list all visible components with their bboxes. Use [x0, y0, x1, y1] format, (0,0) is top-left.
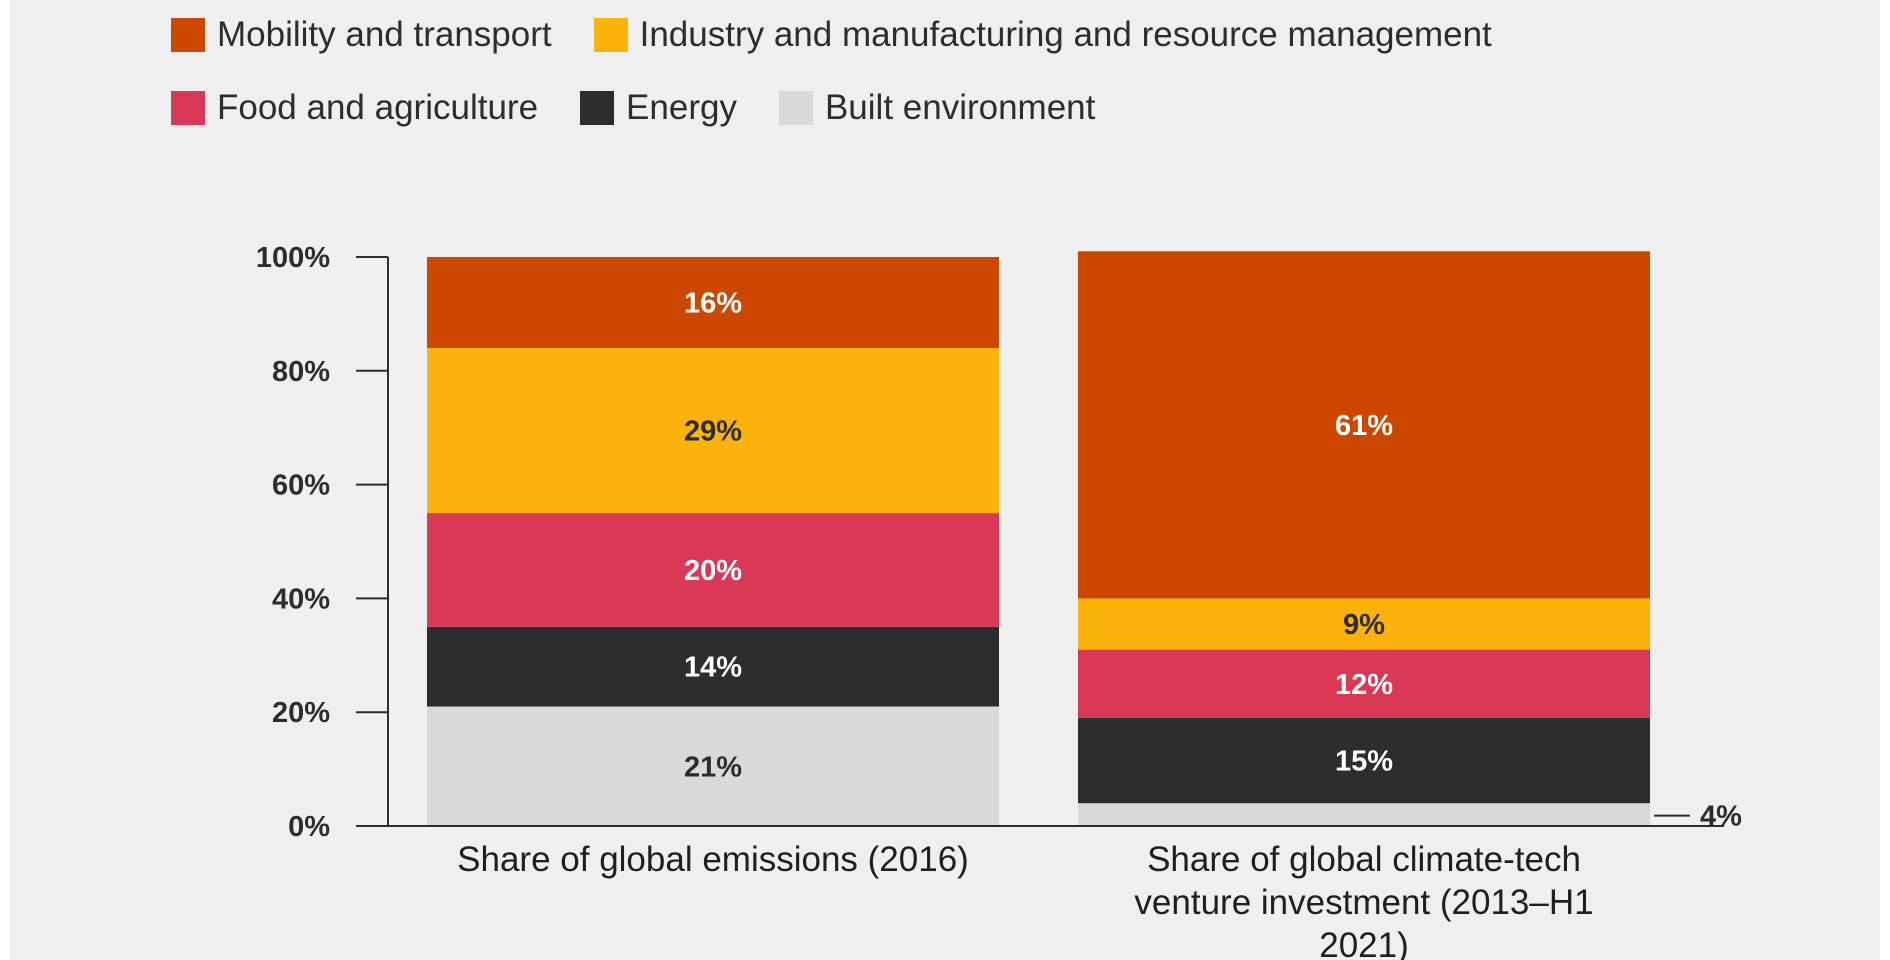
- legend-label-industry: Industry and manufacturing and resource …: [639, 15, 1492, 54]
- bar-segment-1-2: [1078, 649, 1650, 718]
- data-label-1-2: 12%: [1335, 669, 1393, 701]
- data-label-1-4: 61%: [1335, 410, 1393, 442]
- bar-segment-0-2: [427, 513, 999, 627]
- legend-item-energy: Energy: [580, 88, 737, 128]
- legend-item-mobility: Mobility and transport: [171, 15, 552, 55]
- bar-segment-0-3: [427, 348, 999, 514]
- y-tick-label-3: 60%: [272, 470, 330, 502]
- legend-label-food: Food and agriculture: [217, 88, 539, 127]
- legend-swatch-energy: [580, 91, 615, 125]
- bar-segment-1-4: [1078, 251, 1650, 599]
- y-tick-label-5: 100%: [256, 242, 330, 274]
- legend-swatch-industry: [593, 18, 628, 52]
- legend-label-built: Built environment: [824, 88, 1096, 127]
- category-label-0: Share of global emissions (2016): [457, 840, 969, 879]
- data-label-0-1: 14%: [684, 652, 742, 684]
- y-tick-label-2: 40%: [272, 583, 330, 615]
- legend-item-industry: Industry and manufacturing and resource …: [593, 15, 1492, 55]
- legend-row-2: Food and agriculture Energy Built enviro…: [171, 88, 1137, 128]
- legend-item-built: Built environment: [778, 88, 1096, 128]
- legend-label-energy: Energy: [626, 88, 737, 127]
- y-tick-label-4: 80%: [272, 356, 330, 388]
- legend-row-1: Mobility and transport Industry and manu…: [171, 15, 1534, 55]
- bar-segment-0-1: [427, 626, 999, 707]
- data-label-0-2: 20%: [684, 555, 742, 587]
- legend-swatch-mobility: [171, 18, 205, 52]
- y-tick-label-1: 20%: [272, 697, 330, 729]
- data-label-0-4: 16%: [684, 288, 742, 320]
- category-label-1: Share of global climate-tech venture inve…: [1134, 840, 1593, 960]
- data-label-1-0: 4%: [1700, 801, 1742, 833]
- legend-swatch-built: [778, 91, 813, 125]
- y-tick-label-0: 0%: [288, 811, 330, 843]
- data-label-0-0: 21%: [684, 751, 742, 783]
- legend-swatch-food: [171, 91, 205, 125]
- legend-label-mobility: Mobility and transport: [217, 15, 552, 54]
- bar-segment-0-0: [427, 706, 999, 826]
- bar-segment-1-0: [1078, 803, 1650, 826]
- data-label-0-3: 29%: [684, 416, 742, 448]
- data-label-1-1: 15%: [1335, 746, 1393, 778]
- bar-segment-0-4: [427, 257, 999, 349]
- data-label-1-3: 9%: [1343, 609, 1385, 641]
- bar-segment-1-1: [1078, 717, 1650, 804]
- bar-segment-1-3: [1078, 598, 1650, 650]
- legend-item-food: Food and agriculture: [171, 88, 538, 128]
